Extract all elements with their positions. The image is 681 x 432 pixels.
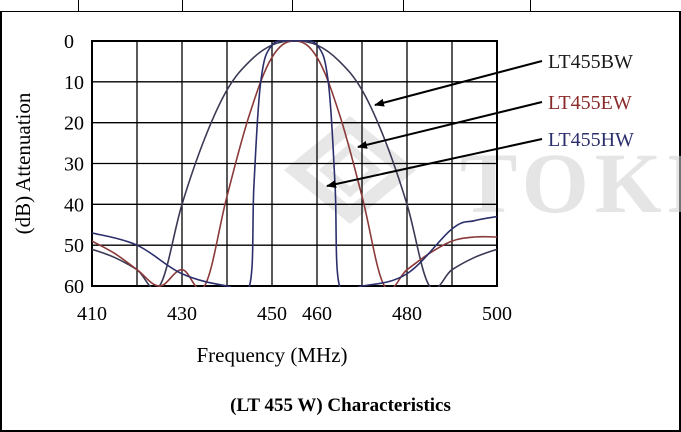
top-table-rule	[0, 0, 681, 12]
legend-label-lt455hw: LT455HW	[548, 129, 634, 151]
legend-label-lt455ew: LT455EW	[548, 92, 632, 114]
y-tick-label: 10	[64, 72, 84, 94]
chart-caption: (LT 455 W) Characteristics	[230, 395, 451, 416]
watermark-logo-shape	[283, 115, 417, 225]
legend-pointer-arrow	[326, 138, 543, 188]
series-line-lt455hw	[92, 40, 497, 287]
frame-right-border	[679, 12, 681, 432]
y-tick-label: 60	[64, 276, 84, 298]
x-tick-label: 430	[167, 303, 197, 325]
y-tick-label: 0	[64, 31, 74, 53]
x-tick-label: 500	[482, 303, 512, 325]
table-cell-divider	[530, 0, 531, 12]
y-tick-label: 50	[64, 235, 84, 257]
y-axis-title: (dB) Attenuation	[11, 92, 35, 234]
x-axis-title: Frequency (MHz)	[196, 343, 347, 367]
table-cell-divider	[182, 0, 183, 12]
legend-label-lt455bw: LT455BW	[548, 51, 633, 73]
x-tick-label: 450	[257, 303, 287, 325]
table-cell-divider	[292, 0, 293, 12]
x-tick-label: 410	[77, 303, 107, 325]
legend-pointer-arrow	[374, 60, 543, 107]
y-tick-label: 40	[64, 194, 84, 216]
frame-left-border	[0, 12, 2, 432]
frame-bottom-border	[0, 430, 681, 432]
table-cell-divider	[78, 0, 79, 12]
table-cell-divider	[403, 0, 404, 12]
x-tick-label: 480	[392, 303, 422, 325]
x-tick-label: 460	[302, 303, 332, 325]
legend-pointer-arrow	[357, 101, 543, 149]
attenuation-chart: TOKEN 0102030405060410430450460480500Fre…	[11, 31, 681, 367]
watermark-logo-shape	[318, 142, 382, 198]
y-tick-label: 30	[64, 154, 84, 176]
y-tick-label: 20	[64, 113, 84, 135]
